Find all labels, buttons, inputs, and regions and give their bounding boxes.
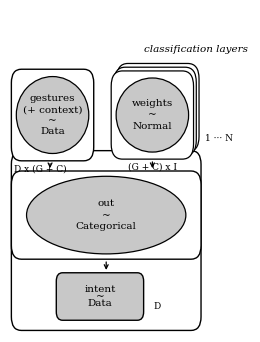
Text: ~: ~ [48,116,57,125]
Text: D: D [154,302,161,311]
Text: Normal: Normal [133,122,172,131]
FancyBboxPatch shape [56,273,144,320]
Text: gestures: gestures [30,94,75,103]
Text: out: out [98,199,115,208]
FancyBboxPatch shape [11,171,201,259]
Text: classification layers: classification layers [144,45,248,54]
Text: D x (G + C): D x (G + C) [14,164,67,173]
Text: ~: ~ [148,110,157,119]
Text: (+ context): (+ context) [23,105,82,114]
FancyBboxPatch shape [117,64,199,152]
FancyBboxPatch shape [111,71,193,159]
Ellipse shape [16,77,89,154]
FancyBboxPatch shape [114,67,196,155]
Text: intent: intent [84,285,116,293]
Text: weights: weights [132,98,173,108]
Text: Data: Data [40,127,65,136]
Ellipse shape [27,176,186,254]
Text: ~: ~ [96,292,104,301]
Text: (G + C) x I: (G + C) x I [128,162,177,172]
Text: ~: ~ [102,211,110,220]
Ellipse shape [116,78,188,152]
Text: 1 ··· N: 1 ··· N [205,134,233,143]
FancyBboxPatch shape [11,69,94,161]
Text: Data: Data [88,300,112,308]
Text: Categorical: Categorical [76,223,137,232]
FancyBboxPatch shape [11,150,201,330]
